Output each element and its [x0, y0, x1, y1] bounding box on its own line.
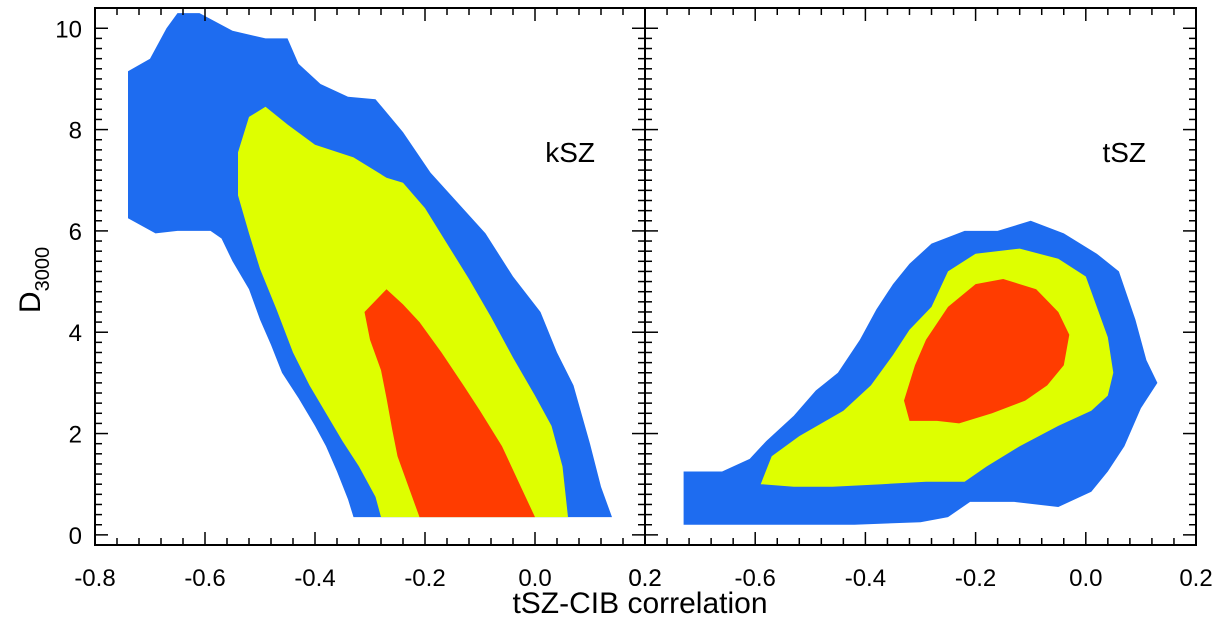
y-tick-label: 0	[69, 523, 82, 550]
left-panel: -0.8 -0.6 -0.4 -0.2 0.0 0.2 0 2 4 6 8 10 kSZ	[55, 7, 662, 592]
right-panel: 0.2 -0.6 -0.4 -0.2 0.0 0.2 tSZ	[628, 7, 1213, 592]
panel-label-tsz: tSZ	[1102, 137, 1146, 168]
x-tick-label: 0.2	[628, 565, 661, 592]
y-axis-title: D3000	[14, 247, 54, 313]
x-tick-label: -0.4	[294, 565, 335, 592]
x-tick-label: -0.4	[845, 565, 886, 592]
x-tick-label: -0.8	[74, 565, 115, 592]
contour-inner-ksz	[364, 289, 535, 518]
x-tick-label: 0.2	[1179, 565, 1212, 592]
x-tick-label: -0.6	[735, 565, 776, 592]
x-tick-label: 0.0	[1069, 565, 1102, 592]
plot-frame	[644, 7, 1197, 546]
y-tick-label: 10	[55, 16, 82, 43]
y-tick-label: 2	[69, 422, 82, 449]
panel-label-ksz: kSZ	[545, 137, 595, 168]
y-tick-label: 6	[69, 219, 82, 246]
contour-inner-tsz	[904, 279, 1070, 424]
y-axis-title-subscript: 3000	[32, 247, 54, 292]
x-tick-label: -0.2	[404, 565, 445, 592]
y-tick-label: 4	[69, 320, 82, 347]
x-axis-title: tSZ-CIB correlation	[512, 587, 767, 620]
x-tick-label: -0.2	[955, 565, 996, 592]
x-tick-label: -0.6	[184, 565, 225, 592]
x-tick-label: 0.0	[518, 565, 551, 592]
x-tick-label: 0.2	[628, 565, 661, 592]
y-axis-title-main: D	[14, 291, 47, 313]
y-tick-label: 8	[69, 118, 82, 145]
